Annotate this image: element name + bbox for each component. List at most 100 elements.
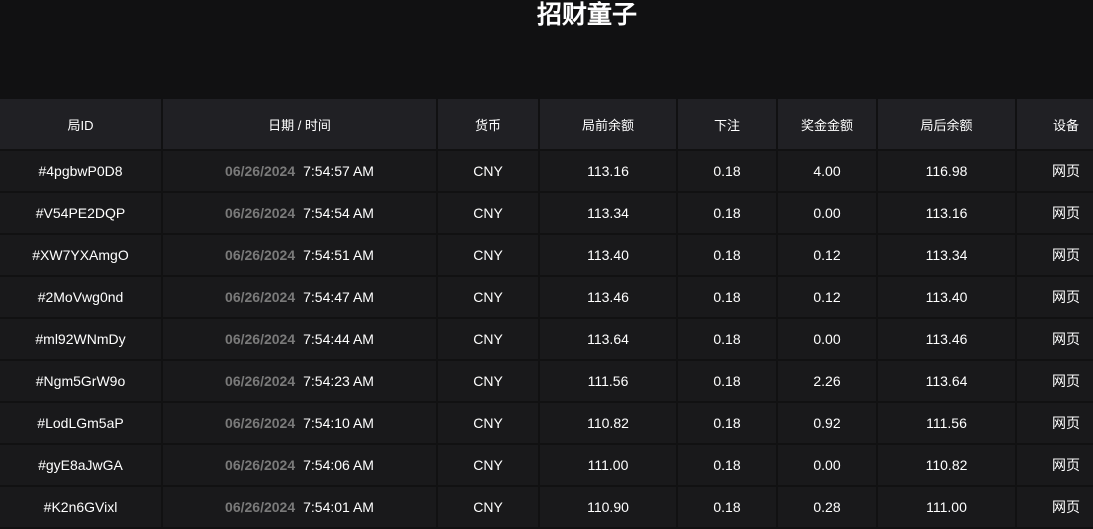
time: 7:54:44 AM bbox=[303, 331, 374, 347]
header-currency[interactable]: 货币 bbox=[437, 99, 540, 151]
cell-datetime: 06/26/2024 7:54:57 AM bbox=[162, 150, 438, 193]
cell-currency: CNY bbox=[437, 150, 540, 193]
cell-balance-after: 113.64 bbox=[877, 360, 1017, 403]
cell-datetime: 06/26/2024 7:54:51 AM bbox=[162, 234, 438, 277]
table-row[interactable]: #gyE8aJwGA 06/26/2024 7:54:06 AM CNY 111.00 0… bbox=[0, 444, 1093, 487]
date: 06/26/2024 bbox=[225, 499, 296, 515]
cell-balance-before: 113.16 bbox=[539, 150, 678, 193]
cell-datetime: 06/26/2024 7:54:54 AM bbox=[162, 192, 438, 235]
header-balance-after[interactable]: 局后余额 bbox=[877, 99, 1017, 151]
page-title: 招财童子 bbox=[536, 0, 637, 29]
cell-device: 网页 bbox=[1016, 276, 1093, 319]
cell-round-id: #2MoVwg0nd bbox=[0, 276, 163, 319]
cell-win: 0.00 bbox=[777, 192, 878, 235]
cell-device: 网页 bbox=[1016, 444, 1093, 487]
cell-win: 0.12 bbox=[777, 276, 878, 319]
cell-bet: 0.18 bbox=[677, 234, 778, 277]
cell-round-id: #LodLGm5aP bbox=[0, 402, 163, 445]
table-row[interactable]: #2MoVwg0nd 06/26/2024 7:54:47 AM CNY 113.46 0… bbox=[0, 276, 1093, 319]
cell-balance-after: 113.40 bbox=[877, 276, 1017, 319]
date: 06/26/2024 bbox=[225, 415, 296, 431]
cell-datetime: 06/26/2024 7:54:47 AM bbox=[162, 276, 438, 319]
history-table: 局ID 日期 / 时间 货币 局前余额 下注 奖金金额 局后余额 设备 #4pg… bbox=[0, 99, 1093, 529]
time: 7:54:06 AM bbox=[303, 457, 374, 473]
cell-balance-before: 111.56 bbox=[539, 360, 678, 403]
cell-bet: 0.18 bbox=[677, 276, 778, 319]
header-win[interactable]: 奖金金额 bbox=[777, 99, 878, 151]
cell-balance-after: 113.46 bbox=[877, 318, 1017, 361]
time: 7:54:51 AM bbox=[303, 247, 374, 263]
cell-round-id: #ml92WNmDy bbox=[0, 318, 163, 361]
table-row[interactable]: #4pgbwP0D8 06/26/2024 7:54:57 AM CNY 113.16 0… bbox=[0, 150, 1093, 193]
cell-currency: CNY bbox=[437, 234, 540, 277]
cell-bet: 0.18 bbox=[677, 318, 778, 361]
table-row[interactable]: #Ngm5GrW9o 06/26/2024 7:54:23 AM CNY 111.56 0… bbox=[0, 360, 1093, 403]
cell-datetime: 06/26/2024 7:54:01 AM bbox=[162, 486, 438, 529]
cell-balance-after: 116.98 bbox=[877, 150, 1017, 193]
date: 06/26/2024 bbox=[225, 331, 296, 347]
cell-currency: CNY bbox=[437, 360, 540, 403]
cell-balance-after: 111.56 bbox=[877, 402, 1017, 445]
cell-bet: 0.18 bbox=[677, 360, 778, 403]
header-device[interactable]: 设备 bbox=[1016, 99, 1093, 151]
cell-win: 0.12 bbox=[777, 234, 878, 277]
cell-device: 网页 bbox=[1016, 234, 1093, 277]
date: 06/26/2024 bbox=[225, 163, 296, 179]
time: 7:54:57 AM bbox=[303, 163, 374, 179]
header-balance-before[interactable]: 局前余额 bbox=[539, 99, 678, 151]
cell-datetime: 06/26/2024 7:54:10 AM bbox=[162, 402, 438, 445]
cell-device: 网页 bbox=[1016, 150, 1093, 193]
cell-device: 网页 bbox=[1016, 318, 1093, 361]
cell-bet: 0.18 bbox=[677, 150, 778, 193]
cell-device: 网页 bbox=[1016, 402, 1093, 445]
time: 7:54:10 AM bbox=[303, 415, 374, 431]
cell-balance-after: 111.00 bbox=[877, 486, 1017, 529]
cell-device: 网页 bbox=[1016, 192, 1093, 235]
cell-win: 4.00 bbox=[777, 150, 878, 193]
cell-bet: 0.18 bbox=[677, 486, 778, 529]
cell-datetime: 06/26/2024 7:54:23 AM bbox=[162, 360, 438, 403]
date: 06/26/2024 bbox=[225, 289, 296, 305]
cell-balance-before: 110.82 bbox=[539, 402, 678, 445]
table-row[interactable]: #V54PE2DQP 06/26/2024 7:54:54 AM CNY 113.34 0… bbox=[0, 192, 1093, 235]
cell-balance-before: 111.00 bbox=[539, 444, 678, 487]
date: 06/26/2024 bbox=[225, 205, 296, 221]
cell-bet: 0.18 bbox=[677, 192, 778, 235]
time: 7:54:47 AM bbox=[303, 289, 374, 305]
cell-currency: CNY bbox=[437, 276, 540, 319]
time: 7:54:01 AM bbox=[303, 499, 374, 515]
table-row[interactable]: #K2n6GVixl 06/26/2024 7:54:01 AM CNY 110.90 0… bbox=[0, 486, 1093, 529]
cell-round-id: #K2n6GVixl bbox=[0, 486, 163, 529]
header-bet[interactable]: 下注 bbox=[677, 99, 778, 151]
cell-device: 网页 bbox=[1016, 486, 1093, 529]
cell-balance-before: 113.46 bbox=[539, 276, 678, 319]
date: 06/26/2024 bbox=[225, 457, 296, 473]
cell-currency: CNY bbox=[437, 192, 540, 235]
cell-win: 0.28 bbox=[777, 486, 878, 529]
header-datetime[interactable]: 日期 / 时间 bbox=[162, 99, 438, 151]
cell-bet: 0.18 bbox=[677, 402, 778, 445]
cell-round-id: #Ngm5GrW9o bbox=[0, 360, 163, 403]
cell-round-id: #V54PE2DQP bbox=[0, 192, 163, 235]
cell-currency: CNY bbox=[437, 402, 540, 445]
cell-round-id: #4pgbwP0D8 bbox=[0, 150, 163, 193]
cell-balance-before: 113.40 bbox=[539, 234, 678, 277]
cell-balance-after: 110.82 bbox=[877, 444, 1017, 487]
table-row[interactable]: #LodLGm5aP 06/26/2024 7:54:10 AM CNY 110.82 0… bbox=[0, 402, 1093, 445]
cell-balance-before: 110.90 bbox=[539, 486, 678, 529]
time: 7:54:23 AM bbox=[303, 373, 374, 389]
cell-datetime: 06/26/2024 7:54:44 AM bbox=[162, 318, 438, 361]
header-round-id[interactable]: 局ID bbox=[0, 99, 163, 151]
time: 7:54:54 AM bbox=[303, 205, 374, 221]
table-row[interactable]: #XW7YXAmgO 06/26/2024 7:54:51 AM CNY 113.40 0… bbox=[0, 234, 1093, 277]
cell-currency: CNY bbox=[437, 318, 540, 361]
cell-balance-before: 113.34 bbox=[539, 192, 678, 235]
cell-balance-after: 113.34 bbox=[877, 234, 1017, 277]
table-row[interactable]: #ml92WNmDy 06/26/2024 7:54:44 AM CNY 113.64 0… bbox=[0, 318, 1093, 361]
cell-win: 0.00 bbox=[777, 444, 878, 487]
cell-round-id: #gyE8aJwGA bbox=[0, 444, 163, 487]
cell-win: 0.92 bbox=[777, 402, 878, 445]
table-header: 局ID 日期 / 时间 货币 局前余额 下注 奖金金额 局后余额 设备 bbox=[0, 99, 1093, 151]
cell-device: 网页 bbox=[1016, 360, 1093, 403]
cell-currency: CNY bbox=[437, 486, 540, 529]
